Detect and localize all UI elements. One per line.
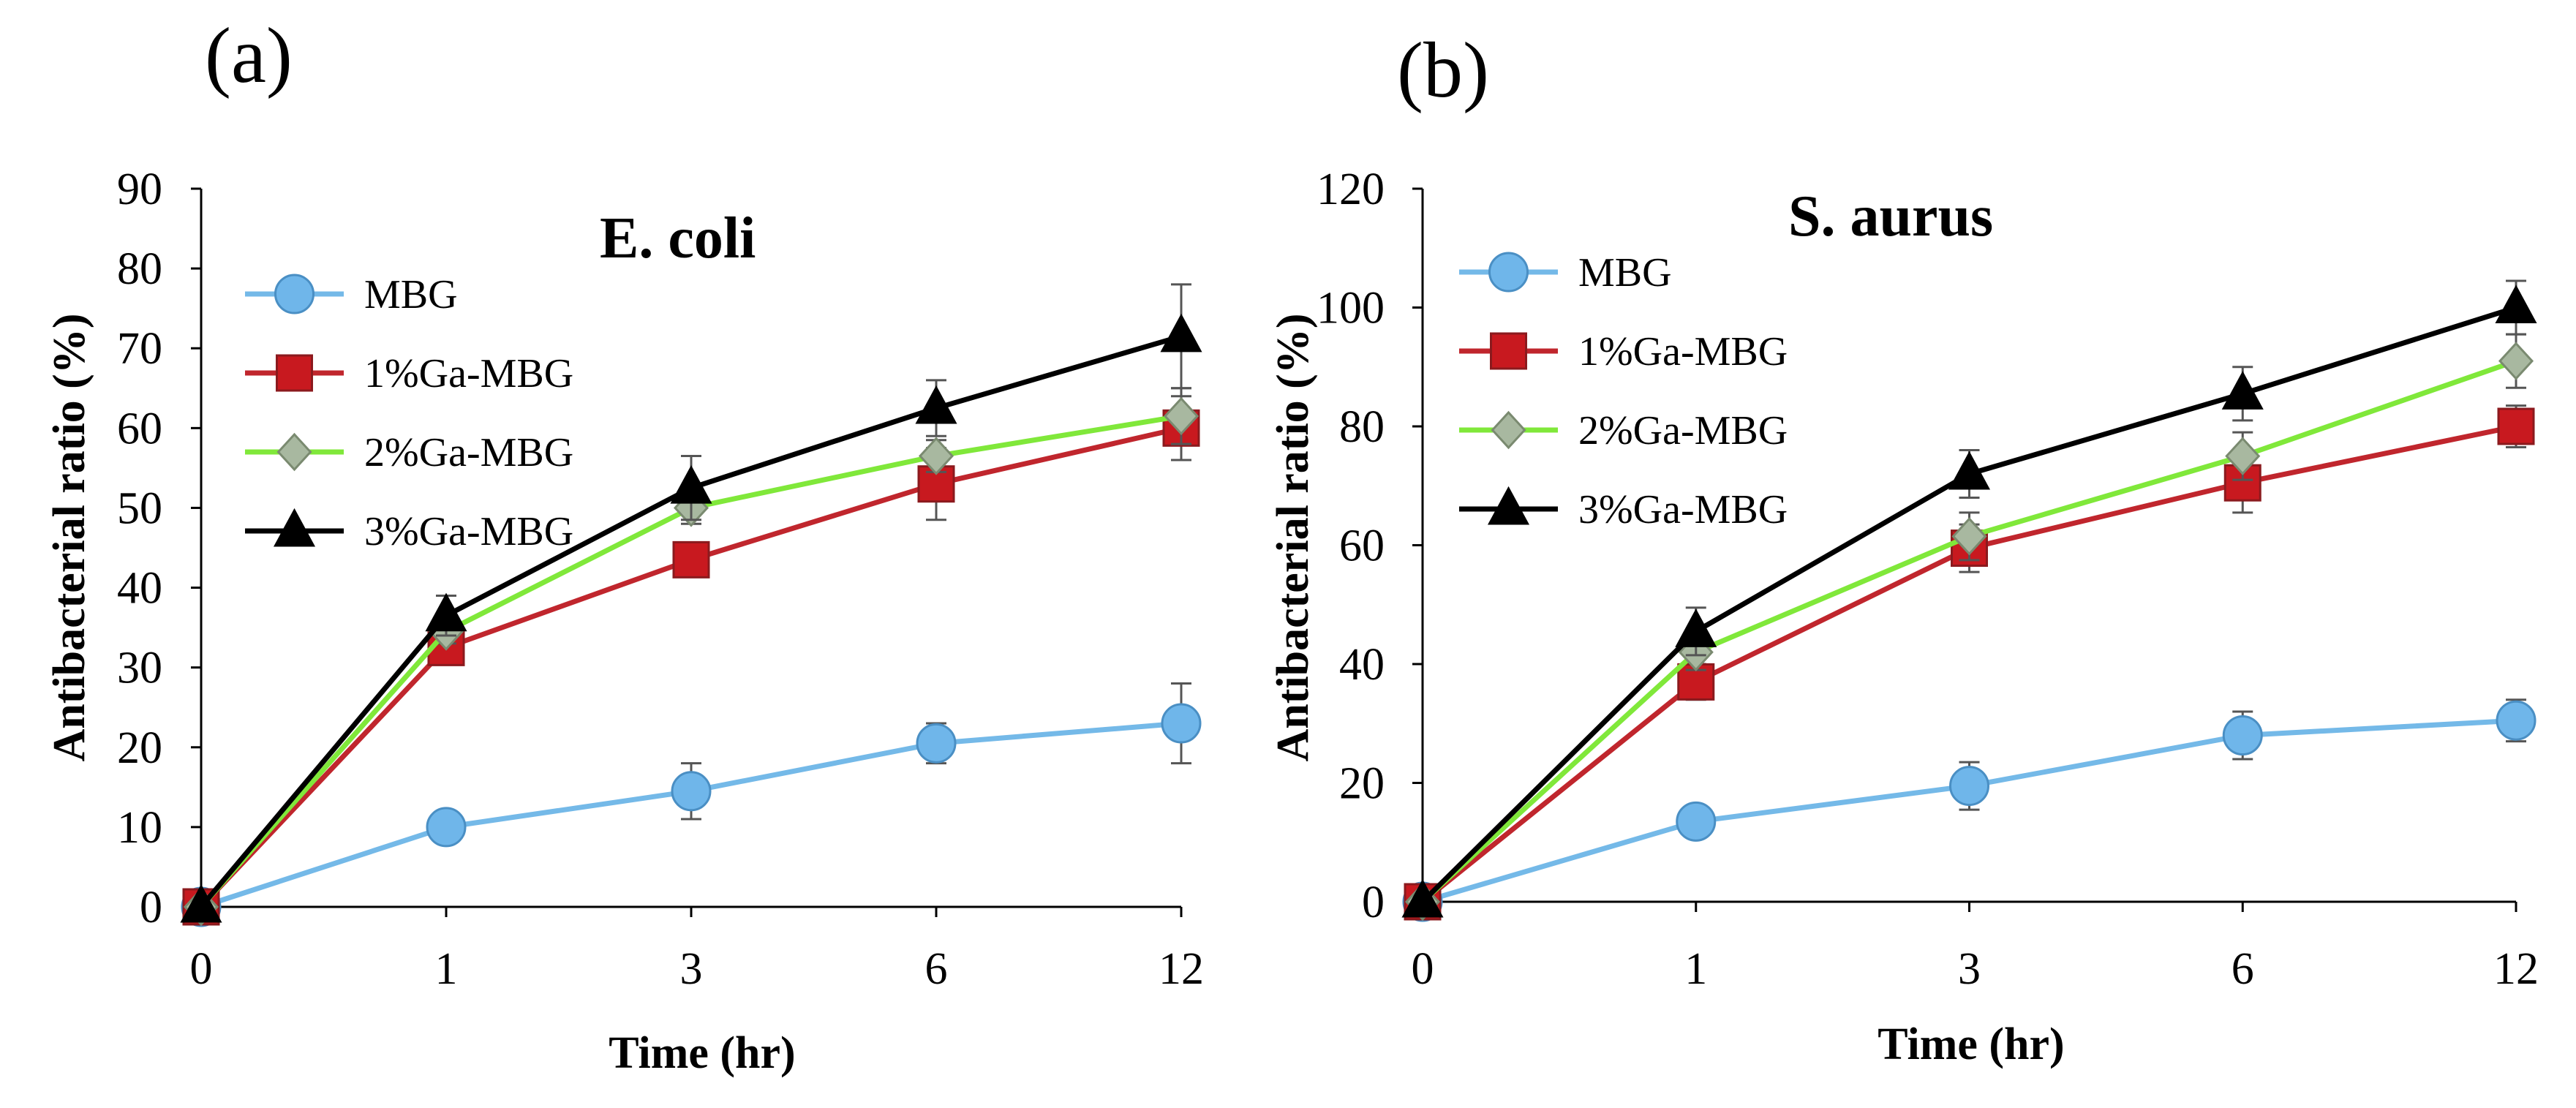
panel-label-a: (a) <box>205 12 293 99</box>
series-mbg-a <box>181 682 1202 927</box>
series-3-ga-mbg-a <box>180 283 1202 923</box>
chart-title-b: S. aurus <box>1788 184 1993 249</box>
data-point <box>2221 371 2264 410</box>
series-line <box>199 333 1182 909</box>
data-point <box>915 385 957 424</box>
y-tick-label: 20 <box>1339 759 1385 809</box>
data-point <box>2222 715 2263 755</box>
legend-marker <box>1490 332 1527 370</box>
legend-label: MBG <box>364 272 458 317</box>
legend-entry: 3%Ga-MBG <box>245 508 573 554</box>
legend-entry: 2%Ga-MBG <box>245 430 573 475</box>
data-point <box>2225 437 2261 475</box>
y-tick-label: 60 <box>117 404 162 453</box>
series-2-ga-mbg-b <box>1404 333 2534 922</box>
data-point <box>1675 608 1717 647</box>
data-point <box>1161 703 1202 744</box>
y-tick-label: 40 <box>117 564 162 614</box>
y-axis-title-a: Antibacterial ratio (%) <box>45 314 94 762</box>
legend-entry: 3%Ga-MBG <box>1459 486 1788 532</box>
x-tick-label: 12 <box>1159 944 1204 994</box>
legend-marker <box>273 508 316 547</box>
data-point <box>916 723 957 764</box>
y-tick-label: 0 <box>140 883 162 932</box>
legend-label: 3%Ga-MBG <box>1578 487 1788 532</box>
legend-label: 3%Ga-MBG <box>364 509 573 554</box>
legend-marker <box>1491 410 1526 450</box>
legend-label: MBG <box>1578 250 1672 295</box>
series-line <box>1422 717 2517 905</box>
legend-entry: MBG <box>1459 250 1672 295</box>
data-point <box>2495 284 2537 323</box>
y-tick-label: 90 <box>117 165 162 214</box>
data-point <box>180 883 222 923</box>
legend-label: 1%Ga-MBG <box>364 351 573 396</box>
x-axis-title-b: Time (hr) <box>1878 1020 2064 1069</box>
series-3-ga-mbg-b <box>1401 279 2537 918</box>
x-axis-title-a: Time (hr) <box>609 1028 795 1078</box>
x-tick-label: 1 <box>435 944 458 994</box>
y-tick-label: 70 <box>117 324 162 374</box>
x-tick-label: 6 <box>2232 944 2254 994</box>
legend-entry: 1%Ga-MBG <box>245 351 573 396</box>
data-point <box>918 437 954 475</box>
x-tick-label: 0 <box>190 944 213 994</box>
series-mbg-b <box>1402 698 2537 922</box>
legend-marker <box>276 354 313 392</box>
legend-label: 1%Ga-MBG <box>1578 329 1788 374</box>
series-line <box>1420 305 2517 904</box>
data-point <box>1676 801 1717 842</box>
y-tick-label: 100 <box>1317 284 1385 333</box>
data-point <box>670 465 712 504</box>
y-tick-label: 80 <box>1339 402 1385 452</box>
legend-entry: 2%Ga-MBG <box>1459 408 1788 453</box>
data-point <box>2496 700 2537 741</box>
legend-marker <box>1488 252 1529 293</box>
data-point <box>672 540 710 579</box>
y-tick-label: 10 <box>117 803 162 853</box>
data-point <box>1951 517 1987 556</box>
legend-label: 2%Ga-MBG <box>364 430 573 475</box>
data-point <box>1160 313 1202 353</box>
y-tick-label: 50 <box>117 483 162 533</box>
data-point <box>2498 342 2534 380</box>
data-point <box>426 807 467 848</box>
y-axis-title-b: Antibacterial ratio (%) <box>1268 314 1318 762</box>
legend-label: 2%Ga-MBG <box>1578 408 1788 453</box>
data-point <box>1163 396 1200 436</box>
x-tick-label: 3 <box>680 944 703 994</box>
x-tick-label: 6 <box>925 944 948 994</box>
y-tick-label: 40 <box>1339 640 1385 690</box>
y-tick-label: 30 <box>117 644 162 693</box>
y-tick-label: 120 <box>1317 165 1385 214</box>
legend-marker <box>276 432 312 472</box>
panel-label-b: (b) <box>1397 27 1489 114</box>
data-point <box>1949 766 1989 807</box>
y-tick-label: 0 <box>1362 878 1385 927</box>
x-tick-label: 0 <box>1412 944 1434 994</box>
x-tick-label: 12 <box>2493 944 2539 994</box>
panel-b: (b) S. aurus Time (hr) Antibacterial rat… <box>1268 27 2539 1069</box>
x-tick-label: 3 <box>1958 944 1981 994</box>
data-point <box>425 592 467 632</box>
legend-marker <box>274 274 315 314</box>
data-point <box>1401 878 1444 918</box>
panel-a: (a) E. coli Time (hr) Antibacterial rati… <box>45 12 1204 1078</box>
x-tick-label: 1 <box>1684 944 1707 994</box>
legend-entry: 1%Ga-MBG <box>1459 329 1788 374</box>
y-tick-label: 20 <box>117 723 162 773</box>
legend-entry: MBG <box>245 272 458 317</box>
chart-title-a: E. coli <box>600 206 756 271</box>
data-point <box>671 771 712 812</box>
data-point <box>1948 451 1991 490</box>
y-tick-label: 80 <box>117 244 162 294</box>
y-tick-label: 60 <box>1339 521 1385 571</box>
legend-marker <box>1487 486 1530 525</box>
data-point <box>2497 407 2535 445</box>
